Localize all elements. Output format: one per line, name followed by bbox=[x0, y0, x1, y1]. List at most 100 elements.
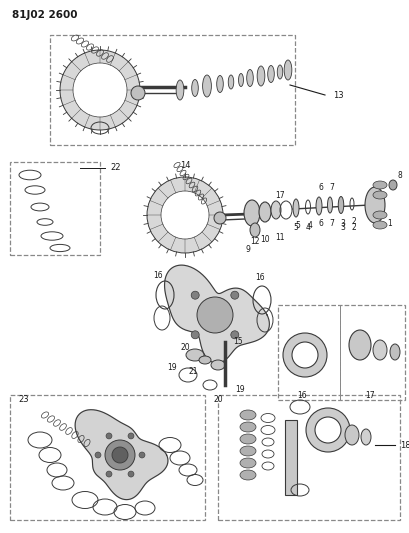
Ellipse shape bbox=[247, 69, 253, 86]
Ellipse shape bbox=[284, 60, 292, 80]
Circle shape bbox=[131, 86, 145, 100]
Ellipse shape bbox=[240, 410, 256, 420]
Text: 23: 23 bbox=[18, 395, 29, 405]
Ellipse shape bbox=[365, 187, 385, 223]
Circle shape bbox=[147, 177, 223, 253]
Text: 16: 16 bbox=[255, 273, 265, 282]
Ellipse shape bbox=[361, 429, 371, 445]
Ellipse shape bbox=[202, 75, 211, 97]
Text: 5: 5 bbox=[294, 223, 299, 232]
Circle shape bbox=[214, 212, 226, 224]
Text: 8: 8 bbox=[398, 172, 402, 181]
Circle shape bbox=[128, 433, 134, 439]
Text: 12: 12 bbox=[250, 238, 260, 246]
Text: 3: 3 bbox=[341, 219, 346, 228]
Circle shape bbox=[95, 452, 101, 458]
Ellipse shape bbox=[373, 221, 387, 229]
Circle shape bbox=[191, 291, 199, 299]
Polygon shape bbox=[75, 410, 168, 499]
Text: 9: 9 bbox=[245, 246, 250, 254]
Circle shape bbox=[197, 297, 233, 333]
Circle shape bbox=[105, 440, 135, 470]
Ellipse shape bbox=[390, 344, 400, 360]
Bar bbox=[10, 162, 100, 255]
Circle shape bbox=[231, 291, 239, 299]
Ellipse shape bbox=[259, 202, 271, 222]
Circle shape bbox=[191, 331, 199, 339]
Text: 21: 21 bbox=[188, 367, 198, 376]
Ellipse shape bbox=[328, 197, 333, 213]
Ellipse shape bbox=[338, 197, 344, 214]
Ellipse shape bbox=[192, 79, 198, 96]
Text: 1: 1 bbox=[388, 219, 392, 228]
Ellipse shape bbox=[186, 349, 204, 361]
Text: 2: 2 bbox=[352, 217, 356, 227]
Ellipse shape bbox=[293, 199, 299, 217]
Ellipse shape bbox=[268, 66, 274, 83]
Ellipse shape bbox=[240, 422, 256, 432]
Text: 4: 4 bbox=[306, 223, 310, 232]
Text: 16: 16 bbox=[297, 391, 307, 400]
Text: 16: 16 bbox=[153, 271, 163, 279]
Bar bbox=[218, 395, 400, 520]
Text: 19: 19 bbox=[235, 385, 245, 394]
Text: 11: 11 bbox=[275, 233, 285, 243]
Bar bbox=[278, 305, 405, 400]
Ellipse shape bbox=[240, 446, 256, 456]
Text: 6: 6 bbox=[319, 220, 324, 229]
Circle shape bbox=[112, 447, 128, 463]
Text: 6: 6 bbox=[319, 183, 324, 192]
Text: 13: 13 bbox=[333, 91, 344, 100]
Circle shape bbox=[306, 408, 350, 452]
Ellipse shape bbox=[373, 211, 387, 219]
Circle shape bbox=[231, 331, 239, 339]
Bar bbox=[50, 35, 295, 145]
Ellipse shape bbox=[271, 201, 281, 219]
Ellipse shape bbox=[244, 200, 260, 226]
Text: 22: 22 bbox=[110, 163, 121, 172]
Bar bbox=[285, 420, 297, 495]
Ellipse shape bbox=[250, 223, 260, 237]
Circle shape bbox=[60, 50, 140, 130]
Text: 18: 18 bbox=[400, 440, 409, 449]
Text: 81J02 2600: 81J02 2600 bbox=[12, 10, 77, 20]
Ellipse shape bbox=[238, 74, 243, 86]
Circle shape bbox=[106, 471, 112, 477]
Circle shape bbox=[283, 333, 327, 377]
Polygon shape bbox=[164, 265, 270, 363]
Circle shape bbox=[292, 342, 318, 368]
Text: 5: 5 bbox=[296, 222, 301, 230]
Text: 14: 14 bbox=[180, 160, 190, 169]
Ellipse shape bbox=[240, 458, 256, 468]
Ellipse shape bbox=[389, 180, 397, 190]
Ellipse shape bbox=[373, 191, 387, 199]
Text: 17: 17 bbox=[365, 391, 375, 400]
Ellipse shape bbox=[349, 330, 371, 360]
Ellipse shape bbox=[240, 470, 256, 480]
Text: 4: 4 bbox=[308, 221, 312, 230]
Ellipse shape bbox=[199, 356, 211, 364]
Ellipse shape bbox=[176, 80, 184, 100]
Ellipse shape bbox=[257, 66, 265, 86]
Text: 7: 7 bbox=[330, 219, 335, 228]
Text: 7: 7 bbox=[330, 183, 335, 192]
Ellipse shape bbox=[345, 425, 359, 445]
Circle shape bbox=[161, 191, 209, 239]
Circle shape bbox=[315, 417, 341, 443]
Ellipse shape bbox=[240, 434, 256, 444]
Bar bbox=[10, 395, 205, 520]
Ellipse shape bbox=[373, 181, 387, 189]
Text: 2: 2 bbox=[352, 223, 356, 232]
Text: 19: 19 bbox=[167, 364, 177, 373]
Text: 3: 3 bbox=[341, 223, 346, 232]
Ellipse shape bbox=[277, 65, 283, 79]
Circle shape bbox=[73, 63, 127, 117]
Text: 15: 15 bbox=[233, 337, 243, 346]
Circle shape bbox=[139, 452, 145, 458]
Ellipse shape bbox=[228, 75, 234, 89]
Ellipse shape bbox=[316, 197, 322, 215]
Ellipse shape bbox=[373, 340, 387, 360]
Ellipse shape bbox=[217, 76, 223, 93]
Circle shape bbox=[128, 471, 134, 477]
Text: 20: 20 bbox=[180, 343, 190, 351]
